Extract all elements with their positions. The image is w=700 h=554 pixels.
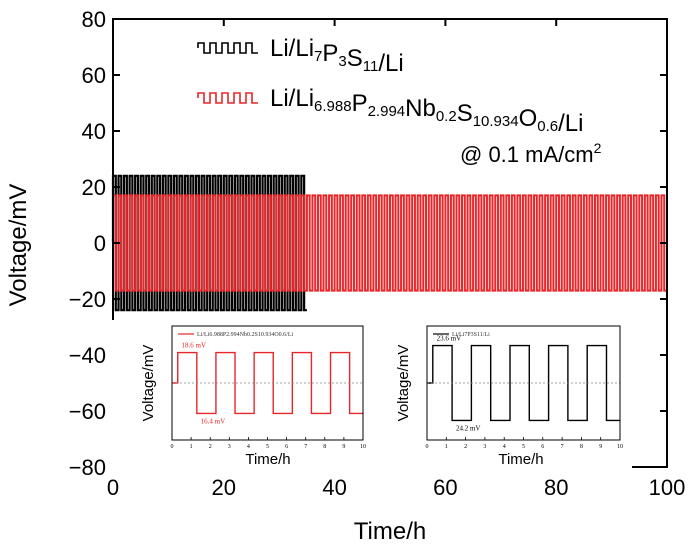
inset-red: 0 1 2 3 4 5 6 7 8 9 10 Li/Li6.988P2.994Nb0.2S10.934… — [112, 320, 375, 476]
inset-x-tick-label: 0 — [171, 444, 174, 450]
inset-x-tick-label: 9 — [599, 444, 602, 450]
inset-x-tick-label: 3 — [228, 444, 231, 450]
inset-x-tick-label: 6 — [541, 444, 544, 450]
x-tick-label: 100 — [649, 475, 686, 500]
x-tick-label: 0 — [107, 475, 119, 500]
inset-legend-text: Li/Li6.988P2.994Nb0.2S10.934O0.6/Li — [197, 332, 294, 338]
inset-x-tick-label: 7 — [561, 444, 564, 450]
inset-x-tick-label: 9 — [342, 444, 345, 450]
legend-entry-1: Li/Li6.988P2.994Nb0.2S10.934O0.6/Li — [270, 85, 583, 137]
legend-swatch-1 — [197, 92, 258, 104]
legend: Li/Li7P3S11/Li Li/Li6.988P2.994Nb0.2S10.9… — [197, 35, 583, 137]
y-tick-label: 60 — [82, 63, 106, 88]
inset-x-tick-label: 4 — [503, 444, 506, 450]
inset-note-upper: 23.6 mV — [437, 335, 462, 343]
inset-y-label: Voltage/mV — [140, 345, 157, 422]
x-tick-label: 40 — [322, 475, 346, 500]
inset-x-tick-label: 5 — [522, 444, 525, 450]
y-axis-label: Voltage/mV — [5, 184, 32, 307]
inset-x-label: Time/h — [245, 451, 290, 468]
inset-x-label: Time/h — [498, 451, 543, 468]
y-tick-label: 20 — [82, 175, 106, 200]
inset-x-tick-label: 6 — [285, 444, 288, 450]
inset-x-tick-label: 2 — [209, 444, 212, 450]
y-tick-label: −60 — [69, 399, 106, 424]
inset-note-upper: 18.6 mV — [182, 342, 207, 350]
inset-x-tick-label: 1 — [190, 444, 193, 450]
inset-x-tick-label: 1 — [445, 444, 448, 450]
y-tick-label: −40 — [69, 343, 106, 368]
inset-x-tick-label: 0 — [426, 444, 429, 450]
inset-x-tick-label: 7 — [304, 444, 307, 450]
x-axis-label: Time/h — [354, 518, 426, 545]
inset-x-tick-label: 10 — [617, 444, 623, 450]
current-density-annotation: @ 0.1 mA/cm2 — [460, 140, 602, 167]
inset-x-tick-label: 5 — [266, 444, 269, 450]
inset-x-tick-label: 10 — [360, 444, 366, 450]
y-tick-label: −80 — [69, 455, 106, 480]
legend-swatch-0 — [197, 42, 258, 54]
inset-x-tick-label: 8 — [323, 444, 326, 450]
x-tick-label: 60 — [433, 475, 457, 500]
legend-entry-0: Li/Li7P3S11/Li — [270, 35, 404, 77]
inset-x-tick-label: 3 — [483, 444, 486, 450]
inset-note-lower: 16.4 mV — [201, 417, 226, 425]
inset-legend-text: Li/Li7P3S11/Li — [452, 332, 490, 338]
inset-y-label: Voltage/mV — [395, 345, 412, 422]
inset-x-tick-label: 2 — [464, 444, 467, 450]
y-tick-label: −20 — [69, 287, 106, 312]
series-line-1 — [112, 194, 667, 292]
x-tick-label: 20 — [212, 475, 236, 500]
main-series-layer — [111, 174, 667, 312]
y-tick-label: 80 — [82, 7, 106, 32]
x-tick-label: 80 — [544, 475, 568, 500]
inset-note-lower: 24.2 mV — [456, 424, 481, 432]
y-tick-label: 0 — [94, 231, 106, 256]
inset-x-tick-label: 4 — [247, 444, 250, 450]
inset-x-tick-label: 8 — [580, 444, 583, 450]
insets-layer: 0 1 2 3 4 5 6 7 8 9 10Li/Li6.988P2.994Nb0.2S10.934… — [112, 320, 632, 476]
y-tick-label: 40 — [82, 119, 106, 144]
